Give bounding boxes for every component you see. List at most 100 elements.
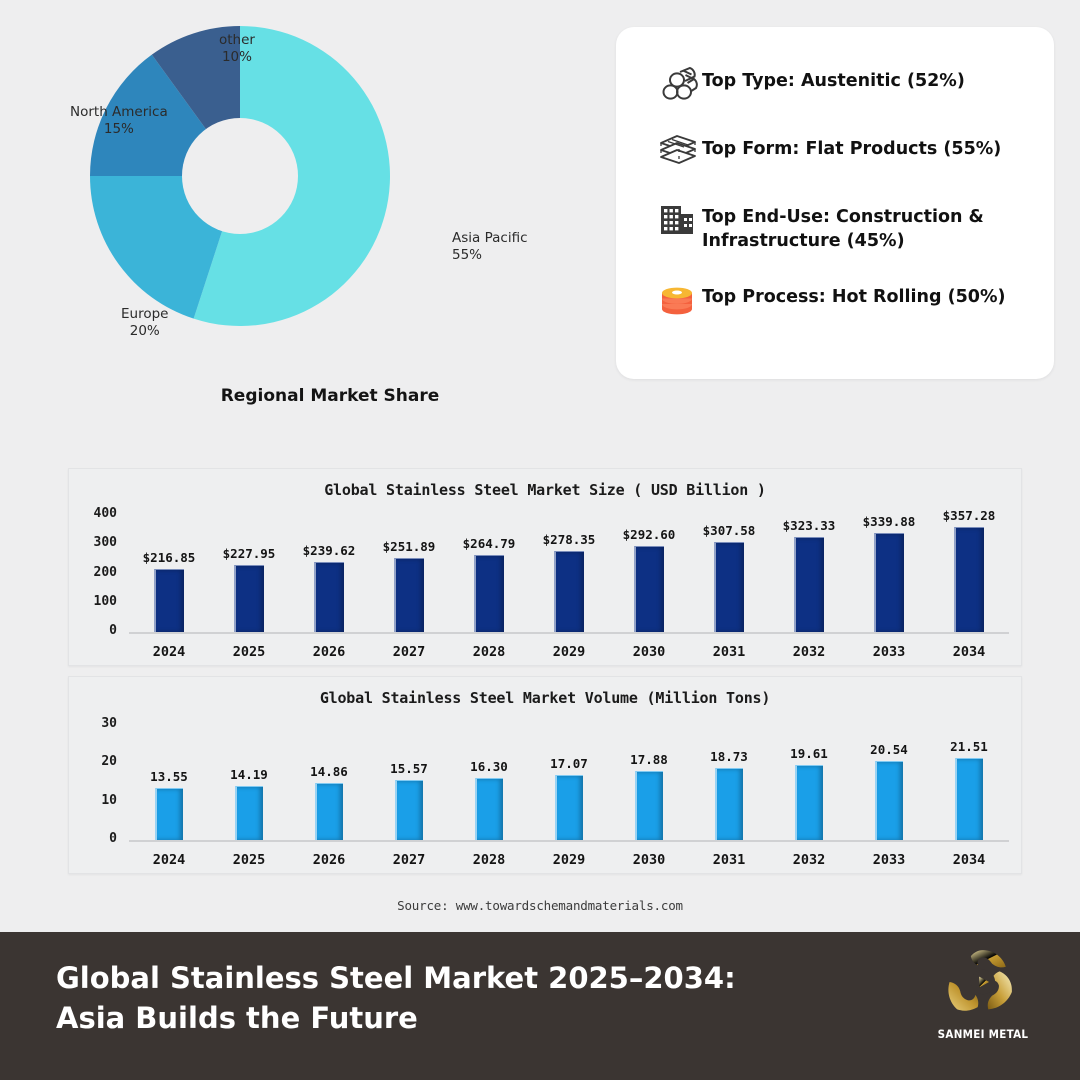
bar-value-label: $323.33 [782, 518, 836, 534]
bar-2026 [314, 561, 344, 632]
bar-2033 [875, 761, 903, 840]
banner-title-line1: Global Stainless Steel Market 2025–2034: [56, 961, 736, 995]
donut-label-other: other 10% [219, 32, 255, 67]
sanmei-triskelion-icon [948, 950, 1012, 1011]
bar-2030 [634, 546, 664, 632]
flat-sheets-icon [658, 133, 700, 171]
bar-value-label: 17.88 [630, 752, 668, 768]
highlight-row-top-type: Top Type: Austenitic (52%) [658, 65, 1028, 103]
bar-2034 [955, 757, 983, 840]
bar-value-label: 14.19 [230, 766, 268, 782]
market-volume-chart-title: Global Stainless Steel Market Volume (Mi… [319, 689, 771, 707]
bar-2031 [715, 768, 743, 840]
x-axis-tick: 2029 [552, 644, 586, 660]
regional-market-share-chart: other 10% North America 15% Europe 20% A… [60, 18, 600, 438]
bar-2029 [554, 550, 584, 632]
y-axis-tick: 100 [93, 593, 117, 609]
bar-2032 [794, 537, 824, 632]
market-size-chart-panel: Global Stainless Steel Market Size ( USD… [68, 468, 1022, 666]
x-axis-tick: 2026 [312, 852, 346, 868]
donut-hole [182, 118, 298, 234]
highlight-text-top-process: Top Process: Hot Rolling (50%) [702, 287, 1006, 308]
y-axis-tick: 0 [109, 831, 117, 846]
bar-2025 [234, 565, 264, 632]
y-axis-tick: 400 [93, 506, 117, 521]
donut-label-north-america-name: North America [70, 104, 168, 120]
bar-value-label: 19.61 [790, 745, 828, 761]
brand-name: SANMEI METAL [937, 1027, 1029, 1041]
x-axis-baseline [129, 840, 1009, 842]
x-axis-tick: 2024 [152, 852, 186, 868]
donut-label-asia-pacific-pct: 55% [452, 247, 483, 264]
x-axis-tick: 2029 [552, 852, 586, 868]
bar-value-label: 15.57 [390, 761, 428, 777]
market-size-plot-area: 0 100 200 300 400 $216.85 2024 $227.95 2025 $239.… [69, 469, 1021, 665]
y-axis-tick: 10 [101, 792, 117, 808]
y-axis-tick: 200 [93, 564, 117, 580]
bar-value-label: $292.60 [622, 527, 676, 543]
bar-2028 [474, 554, 504, 632]
donut-svg [90, 26, 390, 326]
bar-2034 [954, 527, 984, 632]
bar-value-label: 20.54 [870, 742, 908, 758]
donut-label-other-pct: 10% [221, 49, 252, 66]
highlight-text-top-type: Top Type: Austenitic (52%) [702, 71, 965, 91]
bar-2032 [795, 764, 823, 840]
x-axis-tick: 2034 [952, 644, 986, 660]
donut-chart-title: Regional Market Share [220, 386, 440, 406]
bar-2025 [235, 785, 263, 840]
steel-billets-icon [658, 65, 700, 103]
highlight-text-top-form: Top Form: Flat Products (55%) [702, 139, 1002, 159]
bar-value-label: $278.35 [542, 531, 596, 547]
x-axis-tick: 2024 [152, 644, 186, 660]
donut-label-europe-pct: 20% [129, 323, 160, 340]
donut-label-europe-name: Europe [121, 306, 169, 322]
x-axis-tick: 2027 [392, 852, 426, 868]
building-icon [658, 201, 700, 239]
bar-value-label: $264.79 [462, 535, 516, 551]
bar-2027 [394, 558, 424, 632]
stacked-coils-icon [658, 281, 700, 319]
highlight-row-top-process: Top Process: Hot Rolling (50%) [658, 281, 1028, 319]
x-axis-tick: 2033 [872, 644, 906, 660]
bar-value-label: 16.30 [470, 758, 508, 774]
x-axis-tick: 2032 [792, 644, 826, 660]
bar-value-label: $251.89 [382, 539, 436, 555]
bar-2033 [874, 532, 904, 632]
bar-value-label: $307.58 [702, 523, 756, 539]
highlight-row-top-end-use: Top End-Use: Construction & Infrastructu… [658, 201, 1028, 253]
bar-value-label: 14.86 [310, 764, 348, 780]
bar-2029 [555, 774, 583, 840]
bar-value-label: 21.51 [950, 738, 988, 754]
bar-value-label: $227.95 [222, 546, 276, 562]
bar-2028 [475, 777, 503, 840]
x-axis-tick: 2031 [712, 644, 746, 660]
x-axis-tick: 2030 [632, 852, 666, 868]
x-axis-tick: 2030 [632, 644, 666, 660]
bar-2024 [155, 788, 183, 840]
y-axis-tick: 0 [109, 623, 117, 638]
x-axis-tick: 2028 [472, 852, 506, 868]
market-volume-plot-area: 0 10 20 30 13.55 2024 14.19 2025 14.86 2026 15.57 2… [69, 677, 1021, 873]
x-axis-tick: 2032 [792, 852, 826, 868]
bar-value-label: 18.73 [710, 749, 748, 765]
donut-label-asia-pacific-name: Asia Pacific [452, 230, 528, 246]
bar-value-label: $216.85 [142, 549, 196, 565]
bar-2027 [395, 780, 423, 840]
bottom-banner: Global Stainless Steel Market 2025–2034:… [0, 932, 1080, 1080]
bar-value-label: $239.62 [302, 542, 356, 558]
x-axis-tick: 2027 [392, 644, 426, 660]
highlight-row-top-form: Top Form: Flat Products (55%) [658, 133, 1028, 171]
market-volume-chart-panel: Global Stainless Steel Market Volume (Mi… [68, 676, 1022, 874]
x-axis-tick: 2025 [232, 644, 266, 660]
y-axis-tick: 300 [93, 535, 117, 551]
donut-label-other-name: other [219, 32, 255, 48]
bar-value-label: $339.88 [862, 513, 916, 529]
bar-2031 [714, 542, 744, 632]
x-axis-tick: 2026 [312, 644, 346, 660]
bar-2030 [635, 771, 663, 840]
banner-title-line2: Asia Builds the Future [56, 1001, 418, 1036]
source-note: Source: www.towardschemandmaterials.com [397, 898, 683, 913]
x-axis-tick: 2034 [952, 852, 986, 868]
market-highlights-card: Top Type: Austenitic (52%) To [616, 27, 1054, 379]
